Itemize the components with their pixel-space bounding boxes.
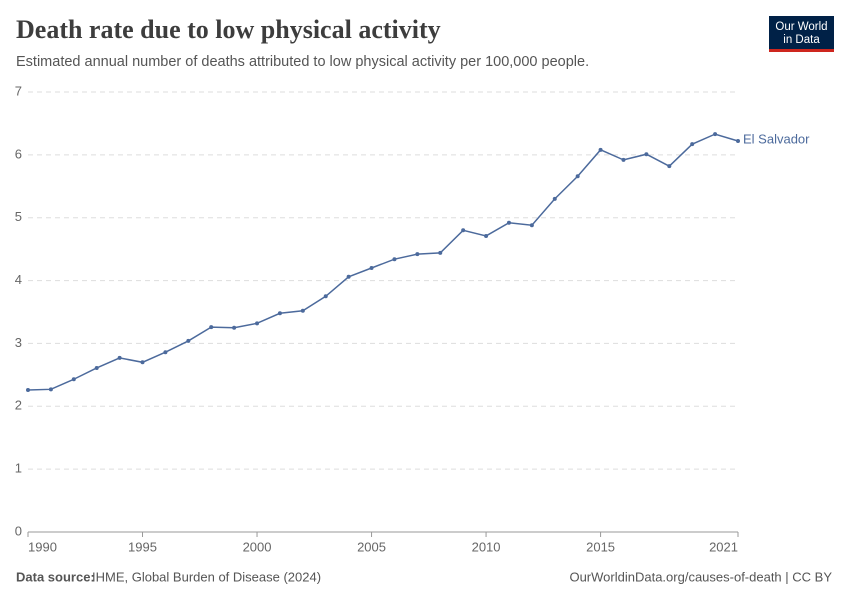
point (140, 360, 145, 365)
y-tick-label: 4 (15, 272, 22, 287)
point (713, 132, 718, 137)
logo-box (769, 16, 834, 49)
y-tick-label: 2 (15, 398, 22, 413)
point (575, 174, 580, 179)
point (48, 387, 53, 392)
point (621, 157, 626, 162)
point (277, 311, 282, 316)
point (415, 252, 420, 257)
y-tick-label: 7 (15, 83, 22, 98)
point (506, 220, 511, 225)
point (438, 250, 443, 255)
point (484, 233, 489, 238)
line (27, 133, 739, 391)
chart-subtitle: Estimated annual number of deaths attrib… (16, 54, 589, 70)
y-tick-label: 6 (15, 146, 22, 161)
x-tick-label: 2021 (709, 539, 738, 554)
y-tick-label: 1 (15, 461, 22, 476)
point (300, 308, 305, 313)
source: IHME, Global Burden of Disease (2024) (92, 569, 321, 584)
point (163, 350, 168, 355)
point (186, 338, 191, 343)
logo-bar (769, 49, 834, 52)
x-tick-label: 2005 (357, 539, 386, 554)
point (461, 228, 466, 233)
chart-title: Death rate due to low physical activity (16, 15, 441, 44)
point (690, 142, 695, 147)
y-tick-label: 0 (15, 523, 22, 538)
point (117, 355, 122, 360)
point (529, 223, 534, 228)
y-tick-label: 5 (15, 209, 22, 224)
logo-text: in Data (783, 34, 820, 46)
logo[interactable]: Our World in Data (769, 16, 834, 52)
point (209, 325, 214, 330)
point (26, 387, 30, 392)
source-link[interactable]: OurWorldinData.org/causes-of-death | CC … (569, 569, 832, 584)
legend-label: El Salvador (743, 131, 810, 146)
point (644, 152, 649, 157)
point (232, 325, 237, 330)
x-tick-label: 2015 (586, 539, 615, 554)
x-tick-label: 2000 (243, 539, 272, 554)
point (667, 164, 672, 169)
point (94, 365, 99, 370)
logo-text: Our World (775, 21, 827, 33)
source-label: Data source: (16, 569, 95, 584)
point (598, 147, 603, 152)
point (71, 377, 76, 382)
x-tick-label: 2010 (472, 539, 501, 554)
point (392, 257, 397, 262)
y-tick-label: 3 (15, 335, 22, 350)
point (552, 196, 557, 201)
point (255, 321, 260, 326)
point (369, 266, 374, 270)
point (736, 139, 740, 144)
x-tick-label: 1990 (28, 539, 57, 554)
point (323, 294, 328, 299)
point (346, 274, 351, 279)
x-tick-label: 1995 (128, 539, 157, 554)
